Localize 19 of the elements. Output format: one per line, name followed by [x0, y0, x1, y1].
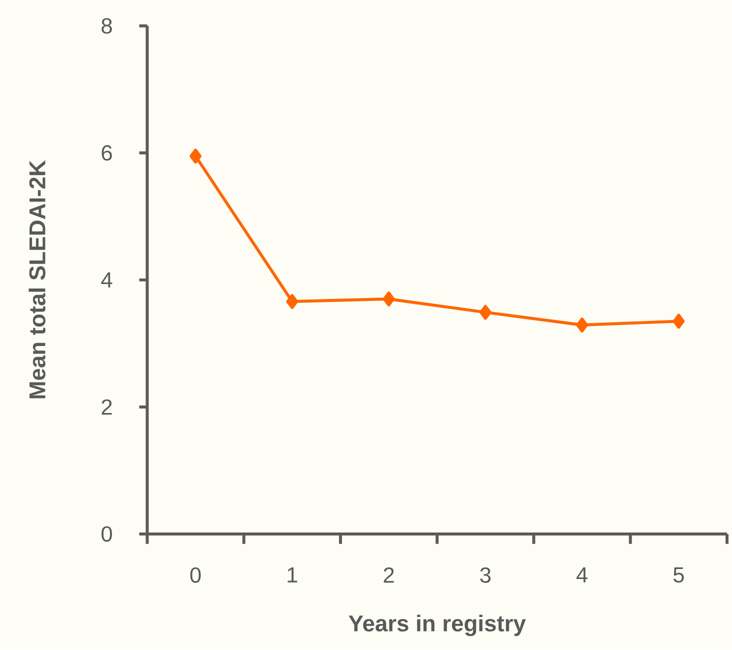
point: [286, 294, 298, 310]
y-tick-label: 2: [102, 400, 112, 415]
point: [382, 292, 395, 307]
y-axis-title: Mean total SLEDAI-2K: [28, 160, 46, 399]
point: [672, 314, 685, 329]
point: [190, 148, 202, 164]
x-tick-label: 3: [480, 568, 491, 584]
point: [576, 318, 588, 333]
x-tick-label: 2: [384, 568, 394, 583]
point: [479, 305, 492, 320]
y-tick-label: 4: [101, 272, 112, 288]
x-axis-title: Years in registry: [348, 614, 526, 636]
y-tick-label: 8: [102, 18, 112, 34]
y-tick-label: 0: [102, 526, 112, 542]
x-tick-label: 0: [190, 568, 201, 584]
x-tick-label: 5: [674, 568, 684, 583]
y-tick-label: 6: [102, 145, 112, 161]
x-tick-label: 4: [576, 568, 588, 583]
x-tick-label: 1: [288, 568, 298, 583]
